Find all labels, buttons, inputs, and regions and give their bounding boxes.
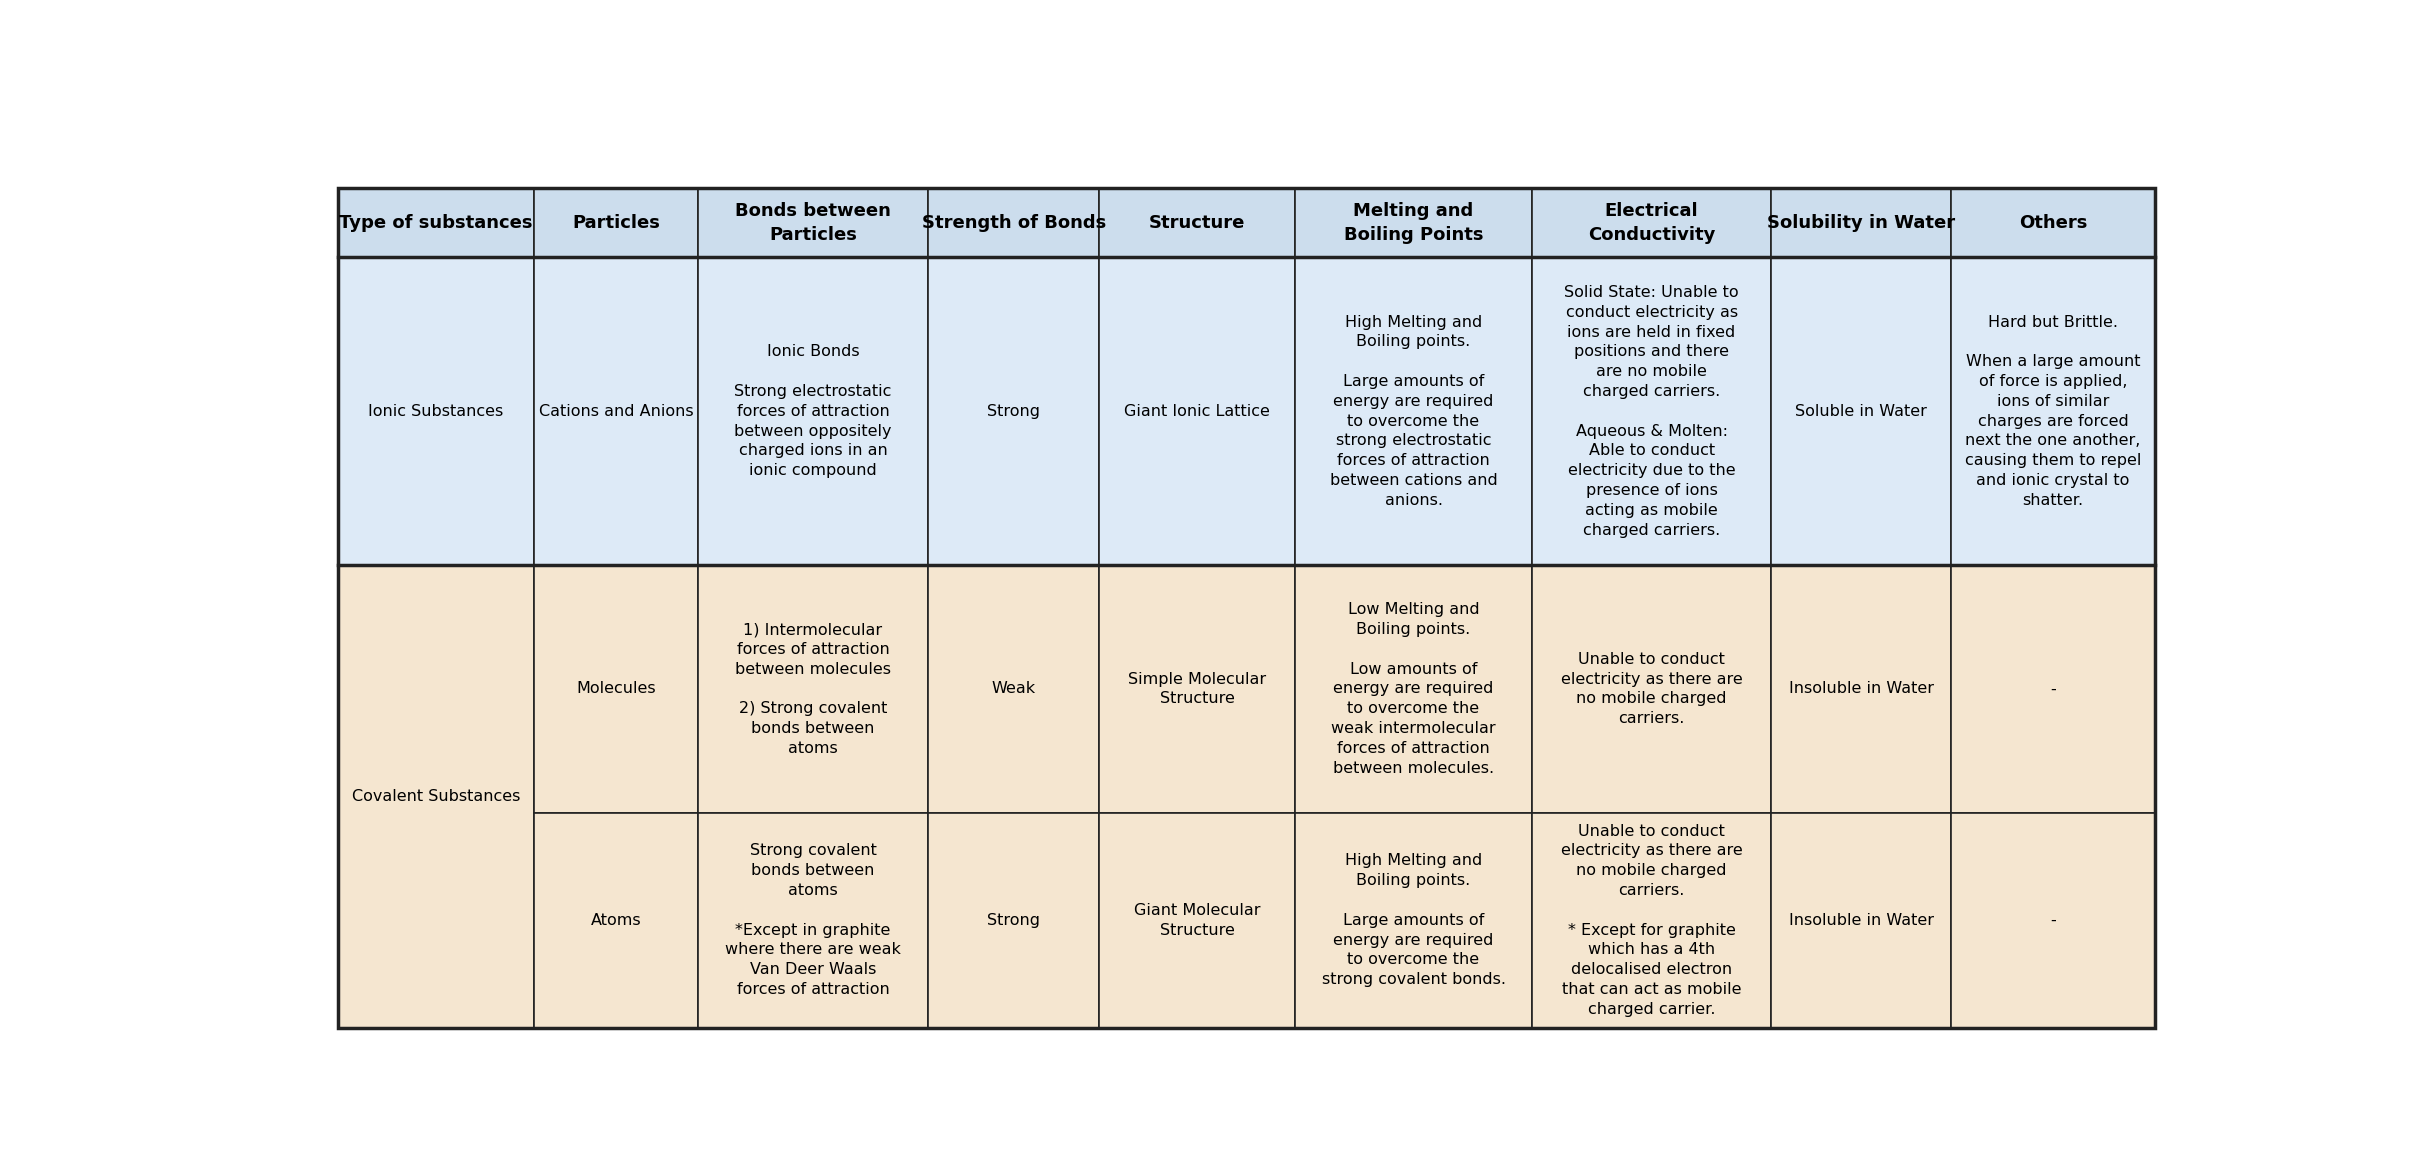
Bar — [1770, 813, 1950, 1028]
Bar — [929, 258, 1099, 565]
Text: Simple Molecular
Structure: Simple Molecular Structure — [1128, 672, 1267, 706]
Text: Bonds between
Particles: Bonds between Particles — [734, 202, 890, 244]
Bar — [1950, 813, 2155, 1028]
Bar — [1950, 565, 2155, 813]
Text: Others: Others — [2019, 213, 2087, 232]
Text: Molecules: Molecules — [576, 681, 657, 696]
Text: Strength of Bonds: Strength of Bonds — [922, 213, 1107, 232]
Bar — [929, 813, 1099, 1028]
Bar — [929, 188, 1099, 258]
Bar — [535, 813, 698, 1028]
Bar — [1770, 565, 1950, 813]
Bar — [1099, 813, 1296, 1028]
Text: Ionic Substances: Ionic Substances — [367, 404, 503, 419]
Bar — [1950, 258, 2155, 565]
Text: Weak: Weak — [992, 681, 1036, 696]
Text: Electrical
Conductivity: Electrical Conductivity — [1588, 202, 1715, 244]
Bar — [338, 565, 535, 1028]
Text: Type of substances: Type of substances — [340, 213, 533, 232]
Text: Giant Ionic Lattice: Giant Ionic Lattice — [1124, 404, 1270, 419]
Bar — [1296, 813, 1532, 1028]
Bar — [1532, 188, 1770, 258]
Text: -: - — [2050, 681, 2055, 696]
Bar — [1099, 565, 1296, 813]
Bar — [1296, 565, 1532, 813]
Text: Melting and
Boiling Points: Melting and Boiling Points — [1345, 202, 1484, 244]
Text: Cations and Anions: Cations and Anions — [537, 404, 693, 419]
Text: Strong: Strong — [987, 404, 1041, 419]
Text: Soluble in Water: Soluble in Water — [1795, 404, 1929, 419]
Text: -: - — [2050, 913, 2055, 928]
Bar — [338, 188, 535, 258]
Bar — [698, 813, 929, 1028]
Text: Unable to conduct
electricity as there are
no mobile charged
carriers.

* Except: Unable to conduct electricity as there a… — [1561, 824, 1741, 1017]
Bar — [1770, 188, 1950, 258]
Bar — [1532, 565, 1770, 813]
Text: Unable to conduct
electricity as there are
no mobile charged
carriers.: Unable to conduct electricity as there a… — [1561, 652, 1741, 726]
Bar — [1770, 258, 1950, 565]
Text: Particles: Particles — [572, 213, 659, 232]
Bar — [1099, 188, 1296, 258]
Bar — [338, 258, 535, 565]
Text: Solubility in Water: Solubility in Water — [1768, 213, 1955, 232]
Bar — [535, 188, 698, 258]
Bar — [1950, 188, 2155, 258]
Text: Ionic Bonds

Strong electrostatic
forces of attraction
between oppositely
charge: Ionic Bonds Strong electrostatic forces … — [734, 345, 893, 478]
Bar — [1296, 188, 1532, 258]
Bar — [929, 565, 1099, 813]
Text: Insoluble in Water: Insoluble in Water — [1790, 681, 1933, 696]
Text: Hard but Brittle.

When a large amount
of force is applied,
ions of similar
char: Hard but Brittle. When a large amount of… — [1965, 314, 2140, 508]
Text: Structure: Structure — [1150, 213, 1245, 232]
Text: Solid State: Unable to
conduct electricity as
ions are held in fixed
positions a: Solid State: Unable to conduct electrici… — [1564, 285, 1739, 537]
Bar — [1532, 813, 1770, 1028]
Bar — [1532, 258, 1770, 565]
Text: Giant Molecular
Structure: Giant Molecular Structure — [1133, 902, 1260, 937]
Bar — [1099, 258, 1296, 565]
Bar — [535, 258, 698, 565]
Text: High Melting and
Boiling points.

Large amounts of
energy are required
to overco: High Melting and Boiling points. Large a… — [1321, 854, 1505, 987]
Bar — [698, 258, 929, 565]
Bar — [1296, 258, 1532, 565]
Text: Covalent Substances: Covalent Substances — [353, 789, 520, 804]
Bar — [698, 565, 929, 813]
Text: Low Melting and
Boiling points.

Low amounts of
energy are required
to overcome : Low Melting and Boiling points. Low amou… — [1330, 602, 1496, 776]
Text: 1) Intermolecular
forces of attraction
between molecules

2) Strong covalent
bon: 1) Intermolecular forces of attraction b… — [734, 622, 890, 756]
Text: Insoluble in Water: Insoluble in Water — [1790, 913, 1933, 928]
Text: Strong: Strong — [987, 913, 1041, 928]
Bar — [698, 188, 929, 258]
Text: High Melting and
Boiling points.

Large amounts of
energy are required
to overco: High Melting and Boiling points. Large a… — [1330, 314, 1498, 508]
Text: Atoms: Atoms — [591, 913, 642, 928]
Bar — [535, 565, 698, 813]
Text: Strong covalent
bonds between
atoms

*Except in graphite
where there are weak
Va: Strong covalent bonds between atoms *Exc… — [725, 843, 900, 998]
